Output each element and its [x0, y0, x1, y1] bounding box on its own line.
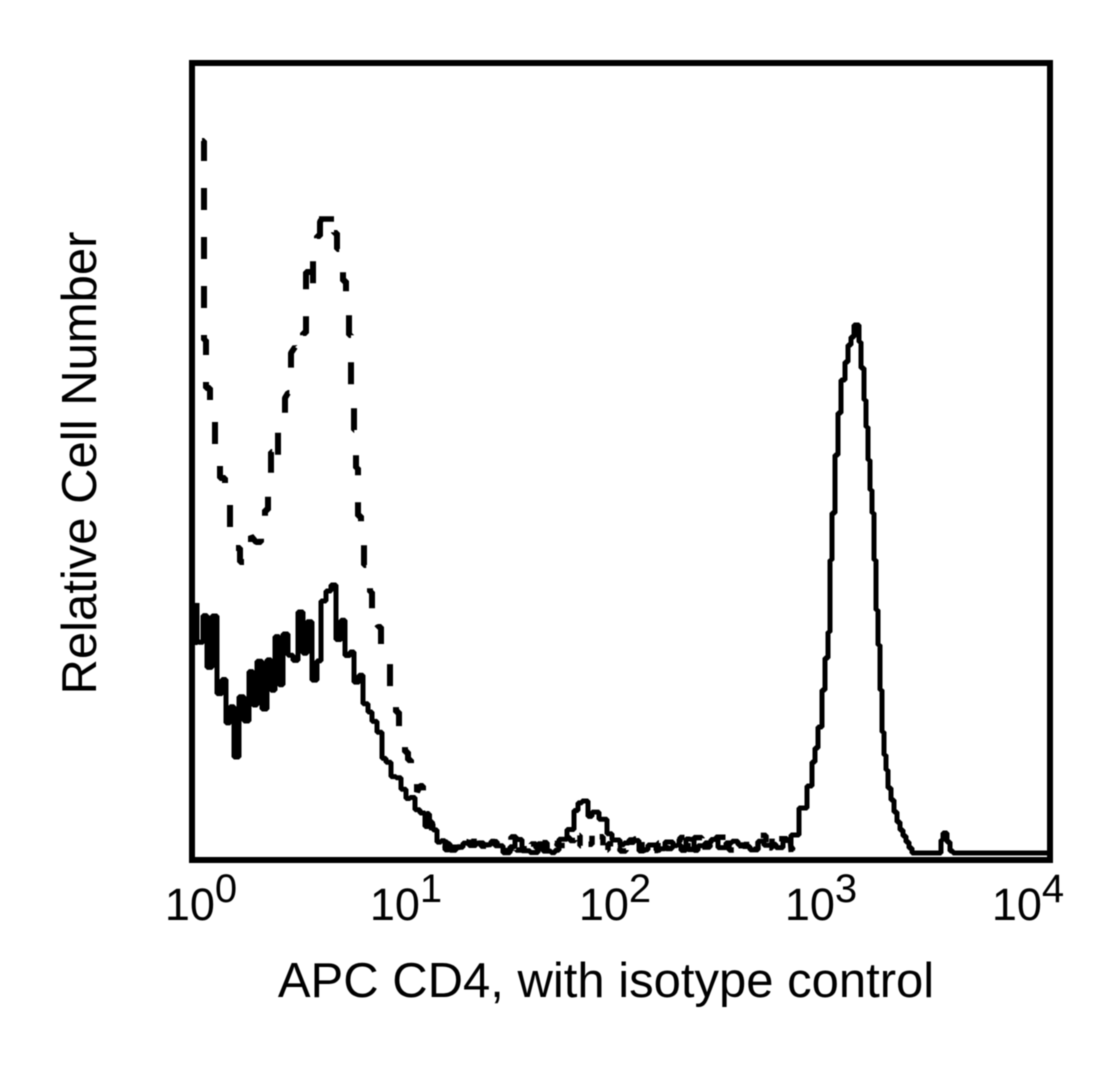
svg-text:Relative Cell Number: Relative Cell Number [53, 232, 107, 695]
svg-text:APC CD4, with isotype control: APC CD4, with isotype control [278, 954, 934, 1008]
